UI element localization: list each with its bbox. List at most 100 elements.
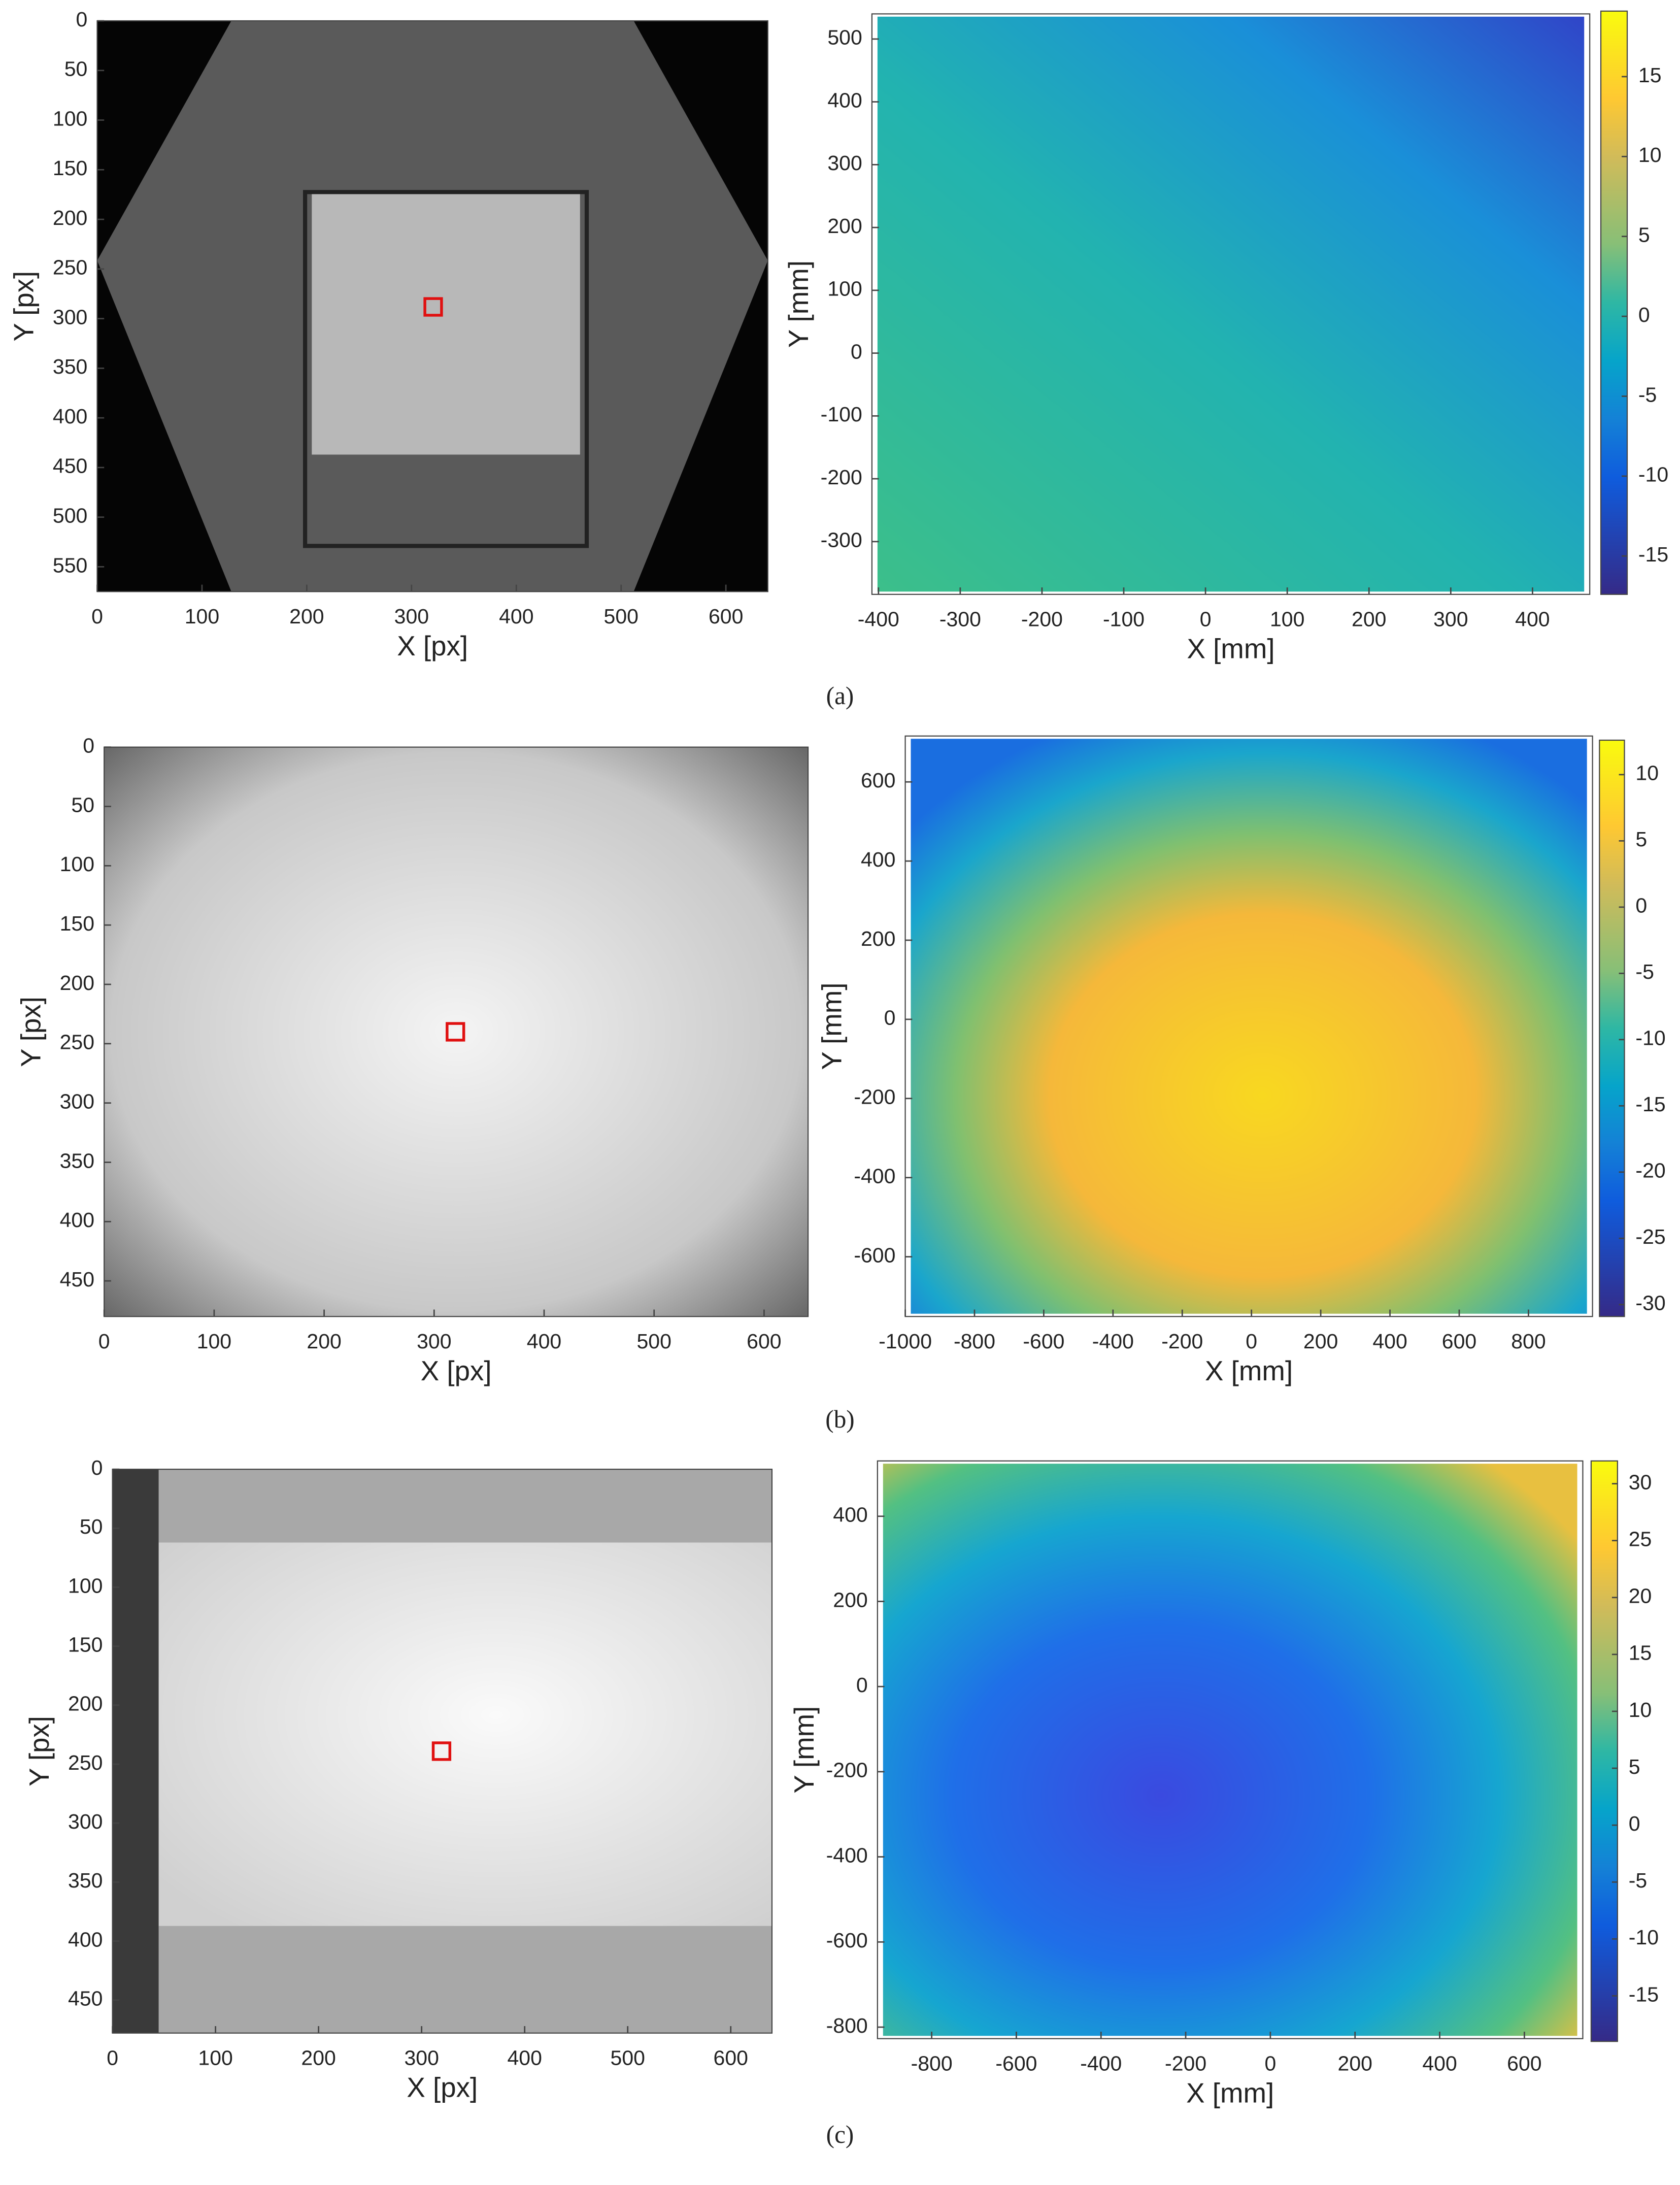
y-axis-label: Y [px] (23, 1716, 55, 1786)
x-tick-label: 400 (1422, 2051, 1457, 2075)
x-axis-label: X [px] (421, 1355, 492, 1386)
colorbar-tick-label: 5 (1629, 1755, 1640, 1778)
x-tick-label: 500 (611, 2046, 645, 2070)
x-tick-label: -400 (1092, 1330, 1134, 1353)
x-tick-label: -400 (1080, 2051, 1122, 2075)
x-tick-label: 100 (1270, 608, 1304, 631)
panel-caption: (c) (826, 2121, 854, 2148)
y-tick-label: -100 (821, 403, 862, 426)
y-axis-label: Y [px] (15, 997, 46, 1067)
y-tick-label: 400 (827, 88, 862, 112)
colorbar-tick-label: -5 (1629, 1869, 1647, 1892)
y-tick-label: 350 (60, 1149, 94, 1172)
x-tick-label: 300 (417, 1330, 451, 1353)
axes-frame (112, 1469, 773, 2034)
y-tick-label: -400 (854, 1164, 895, 1187)
roi-marker (446, 1022, 465, 1042)
y-tick-label: 450 (68, 1987, 103, 2010)
y-tick-label: 200 (53, 206, 87, 229)
y-axis-label: Y [mm] (783, 260, 814, 348)
colorbar-tick-label: -10 (1635, 1027, 1665, 1050)
colorbar-tick-label: 25 (1629, 1528, 1652, 1551)
y-tick-label: -300 (821, 528, 862, 552)
colorbar (1599, 739, 1625, 1317)
y-tick-label: 200 (60, 971, 94, 995)
x-tick-label: 600 (1442, 1330, 1476, 1353)
x-tick-label: 600 (1507, 2051, 1541, 2075)
y-tick-label: 0 (856, 1673, 868, 1697)
x-tick-label: 800 (1511, 1330, 1545, 1353)
x-tick-label: 0 (91, 605, 103, 628)
colorbar (1590, 1460, 1618, 2042)
y-tick-label: 100 (53, 107, 87, 130)
x-tick-label: 0 (98, 1330, 110, 1353)
x-axis-label: X [px] (397, 630, 468, 661)
y-tick-label: 0 (884, 1006, 896, 1030)
colorbar-tick-label: -30 (1635, 1292, 1665, 1315)
x-tick-label: 400 (507, 2046, 542, 2070)
colorbar-tick-label: -15 (1635, 1092, 1665, 1116)
roi-marker (423, 297, 443, 317)
panel-caption: (b) (825, 1405, 854, 1433)
x-tick-label: 400 (527, 1330, 561, 1353)
y-tick-label: 400 (68, 1928, 103, 1951)
y-tick-label: 50 (71, 793, 94, 816)
colorbar-tick-label: -20 (1635, 1159, 1665, 1182)
y-tick-label: 400 (833, 1503, 867, 1527)
y-tick-label: 50 (64, 57, 88, 81)
y-tick-label: 500 (827, 26, 862, 49)
y-tick-label: 100 (60, 852, 94, 876)
x-tick-label: -600 (995, 2051, 1037, 2075)
y-tick-label: 450 (60, 1268, 94, 1291)
panel-caption: (a) (826, 682, 854, 710)
x-tick-label: -800 (954, 1330, 995, 1353)
camera-image (312, 192, 580, 455)
colorbar-tick-label: 15 (1629, 1641, 1652, 1665)
y-tick-label: 100 (68, 1574, 103, 1597)
x-tick-label: 200 (307, 1330, 341, 1353)
x-tick-label: 100 (198, 2046, 232, 2070)
y-tick-label: 200 (68, 1692, 103, 1715)
x-tick-label: 400 (1372, 1330, 1407, 1353)
colorbar-tick-label: 20 (1629, 1584, 1652, 1608)
y-tick-label: 200 (833, 1588, 867, 1611)
x-tick-label: -100 (1103, 608, 1145, 631)
x-tick-label: 0 (1246, 1330, 1257, 1353)
heatmap (883, 1464, 1577, 2036)
y-tick-label: 150 (68, 1633, 103, 1656)
axes-frame (871, 13, 1591, 595)
x-axis-label: X [px] (407, 2072, 478, 2103)
y-tick-label: -200 (821, 466, 862, 489)
colorbar-tick-label: -25 (1635, 1225, 1665, 1248)
y-axis-label: Y [mm] (816, 982, 848, 1070)
colorbar-tick-label: 5 (1638, 223, 1650, 247)
y-tick-label: 0 (91, 1456, 103, 1479)
x-tick-label: -1000 (879, 1330, 932, 1353)
camera-image (104, 747, 809, 1317)
colorbar-tick-label: 0 (1635, 894, 1647, 917)
x-tick-label: 300 (404, 2046, 439, 2070)
y-tick-label: 0 (76, 8, 88, 31)
camera-image (303, 190, 589, 548)
y-tick-label: 0 (83, 734, 94, 757)
y-tick-label: 350 (53, 355, 87, 378)
x-tick-label: 500 (604, 605, 639, 628)
x-tick-label: 200 (289, 605, 324, 628)
x-tick-label: 100 (197, 1330, 231, 1353)
y-tick-label: -400 (826, 1843, 868, 1867)
y-tick-label: 450 (53, 454, 87, 478)
y-tick-label: -600 (826, 1929, 868, 1952)
y-tick-label: 400 (60, 1208, 94, 1232)
plots: 0 100 200 300 400 500 600050100150200250300350… (8, 8, 1668, 2148)
y-tick-label: 50 (80, 1515, 103, 1538)
y-tick-label: -600 (854, 1243, 895, 1267)
colorbar-tick-label: 0 (1629, 1812, 1640, 1835)
y-tick-label: 250 (60, 1031, 94, 1054)
y-tick-label: 400 (53, 405, 87, 428)
y-tick-label: 150 (53, 156, 87, 180)
roi-marker (431, 1741, 452, 1761)
x-tick-label: 200 (1338, 2051, 1372, 2075)
y-tick-label: 200 (861, 927, 895, 950)
